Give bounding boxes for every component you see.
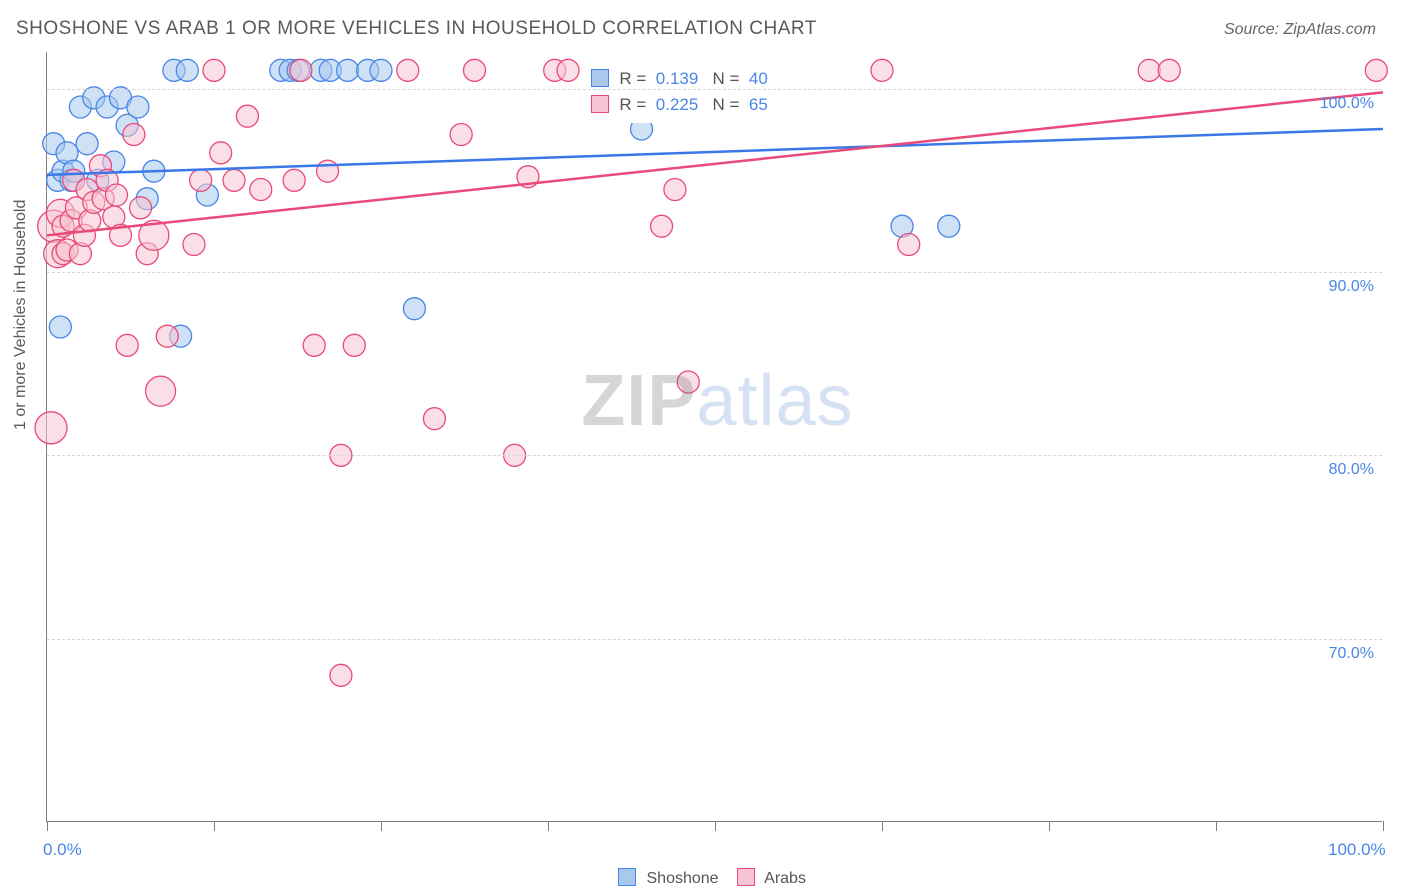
- x-tick-mark: [381, 821, 382, 831]
- y-axis-label: 1 or more Vehicles in Household: [12, 200, 30, 430]
- data-point: [223, 169, 245, 191]
- data-point: [464, 59, 486, 81]
- n-value: 40: [749, 69, 768, 88]
- correlation-stats-box: R = 0.139 N = 40R = 0.225 N = 65: [581, 60, 781, 123]
- data-point: [130, 197, 152, 219]
- gridline: [47, 89, 1382, 90]
- legend-label: Shoshone: [642, 870, 719, 887]
- data-point: [677, 371, 699, 393]
- x-tick-mark: [1049, 821, 1050, 831]
- data-point: [664, 179, 686, 201]
- data-point: [651, 215, 673, 237]
- y-tick-label: 90.0%: [1329, 278, 1374, 296]
- legend-swatch: [618, 868, 636, 886]
- data-point: [190, 169, 212, 191]
- legend-swatch: [591, 95, 609, 113]
- data-point: [557, 59, 579, 81]
- data-point: [146, 376, 176, 406]
- data-point: [450, 124, 472, 146]
- legend-swatch: [737, 868, 755, 886]
- data-point: [1138, 59, 1160, 81]
- data-point: [343, 334, 365, 356]
- data-point: [105, 184, 127, 206]
- x-tick-mark: [47, 821, 48, 831]
- data-point: [397, 59, 419, 81]
- x-tick-label: 0.0%: [43, 840, 82, 860]
- data-point: [283, 169, 305, 191]
- data-point: [183, 234, 205, 256]
- legend-label: Arabs: [761, 870, 806, 887]
- x-tick-mark: [715, 821, 716, 831]
- data-point: [337, 59, 359, 81]
- y-tick-label: 70.0%: [1329, 645, 1374, 663]
- plot-area: R = 0.139 N = 40R = 0.225 N = 65 ZIPatla…: [46, 52, 1382, 822]
- data-point: [203, 59, 225, 81]
- x-tick-mark: [1383, 821, 1384, 831]
- n-value: 65: [749, 95, 768, 114]
- y-tick-label: 100.0%: [1320, 95, 1374, 113]
- data-point: [1365, 59, 1387, 81]
- data-point: [250, 179, 272, 201]
- data-point: [370, 59, 392, 81]
- data-point: [403, 298, 425, 320]
- data-point: [156, 325, 178, 347]
- scatter-chart: [47, 52, 1382, 821]
- data-point: [123, 124, 145, 146]
- data-point: [116, 334, 138, 356]
- gridline: [47, 455, 1382, 456]
- data-point: [290, 59, 312, 81]
- data-point: [423, 408, 445, 430]
- data-point: [127, 96, 149, 118]
- trend-line: [47, 129, 1383, 175]
- legend-swatch: [591, 69, 609, 87]
- data-point: [176, 59, 198, 81]
- chart-header: SHOSHONE VS ARAB 1 OR MORE VEHICLES IN H…: [0, 0, 1406, 48]
- data-point: [871, 59, 893, 81]
- data-point: [898, 234, 920, 256]
- x-tick-label: 100.0%: [1328, 840, 1386, 860]
- source-attribution: Source: ZipAtlas.com: [1224, 21, 1376, 39]
- series-legend: Shoshone Arabs: [0, 868, 1406, 888]
- data-point: [76, 133, 98, 155]
- data-point: [210, 142, 232, 164]
- x-tick-mark: [882, 821, 883, 831]
- data-point: [317, 160, 339, 182]
- data-point: [938, 215, 960, 237]
- x-tick-mark: [548, 821, 549, 831]
- chart-title: SHOSHONE VS ARAB 1 OR MORE VEHICLES IN H…: [16, 18, 817, 40]
- data-point: [303, 334, 325, 356]
- gridline: [47, 639, 1382, 640]
- r-value: 0.225: [656, 95, 699, 114]
- stats-row: R = 0.225 N = 65: [591, 92, 767, 118]
- data-point: [49, 316, 71, 338]
- data-point: [236, 105, 258, 127]
- data-point: [35, 412, 67, 444]
- x-tick-mark: [1216, 821, 1217, 831]
- x-tick-mark: [214, 821, 215, 831]
- data-point: [1158, 59, 1180, 81]
- data-point: [330, 664, 352, 686]
- gridline: [47, 272, 1382, 273]
- r-value: 0.139: [656, 69, 699, 88]
- y-tick-label: 80.0%: [1329, 461, 1374, 479]
